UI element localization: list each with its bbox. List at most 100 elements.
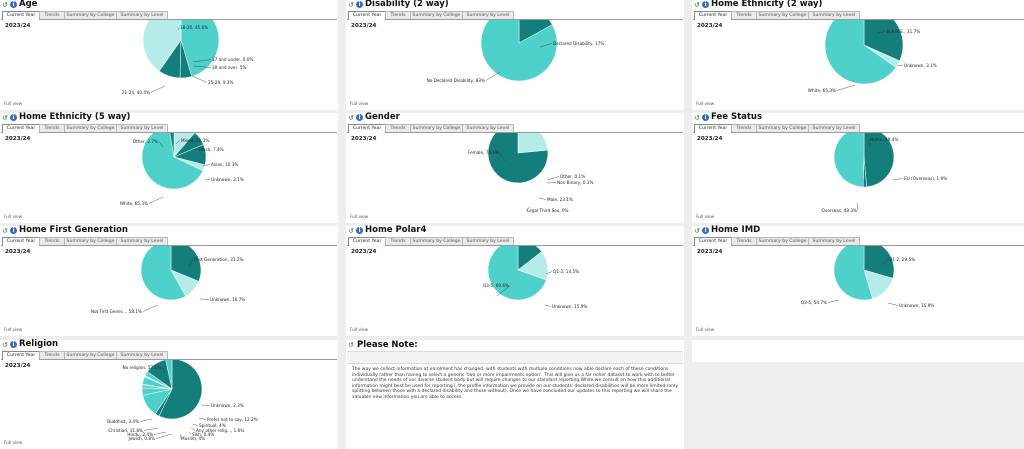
refresh-icon[interactable]: ↺ (2, 1, 8, 9)
tab-current-year[interactable]: Current Year (2, 237, 40, 246)
pie-slice[interactable] (170, 246, 202, 282)
tab-summary-by-college[interactable]: Summary by College (756, 237, 809, 245)
tab-summary-by-level[interactable]: Summary by Level (116, 124, 168, 132)
tab-summary-by-college[interactable]: Summary by College (64, 11, 117, 19)
full-view-link[interactable]: Full view (350, 327, 369, 332)
full-view-link[interactable]: Full view (350, 101, 369, 106)
tab-summary-by-college[interactable]: Summary by College (410, 11, 463, 19)
tab-summary-by-college[interactable]: Summary by College (410, 237, 463, 245)
pie-slice[interactable] (833, 133, 865, 188)
info-icon[interactable]: i (702, 1, 709, 8)
tab-current-year[interactable]: Current Year (2, 351, 40, 360)
tab-trends[interactable]: Trends (385, 124, 411, 132)
slice-label: Non Binary, 0.3% (557, 180, 593, 185)
tab-trends[interactable]: Trends (39, 351, 65, 359)
tab-trends[interactable]: Trends (39, 11, 65, 19)
refresh-icon[interactable]: ↺ (694, 227, 700, 235)
tab-summary-by-college[interactable]: Summary by College (64, 237, 117, 245)
chart-panel: ↺ i Religion Current Year Trends Summary by C… (0, 339, 338, 449)
info-icon[interactable]: i (10, 1, 17, 8)
pie-slice[interactable] (863, 20, 904, 62)
tab-current-year[interactable]: Current Year (694, 11, 732, 20)
pie-slice[interactable] (141, 133, 204, 190)
tab-current-year[interactable]: Current Year (2, 11, 40, 20)
pie-slice[interactable] (487, 246, 547, 301)
full-view-link[interactable]: Full view (4, 101, 23, 106)
tab-current-year[interactable]: Current Year (348, 124, 386, 133)
info-icon[interactable]: i (10, 341, 17, 348)
full-view-link[interactable]: Full view (4, 440, 23, 445)
tab-summary-by-level[interactable]: Summary by Level (116, 11, 168, 19)
pie-chart: Q1-2, 29.5% Unknown, 15.9% Q3-5, 54.7% (801, 246, 934, 308)
pie-slice[interactable] (863, 246, 895, 279)
pie-slice[interactable] (180, 20, 220, 77)
tab-summary-by-college[interactable]: Summary by College (64, 124, 117, 132)
tab-summary-by-level[interactable]: Summary by Level (462, 124, 514, 132)
tab-summary-by-college[interactable]: Summary by College (756, 124, 809, 132)
full-view-link[interactable]: Full view (696, 214, 715, 219)
chart-panel: ↺ i Home Ethnicity (2 way) Current Year Tren… (692, 0, 1024, 110)
pie-slice[interactable] (158, 360, 203, 420)
tab-summary-by-level[interactable]: Summary by Level (116, 237, 168, 245)
tab-trends[interactable]: Trends (731, 11, 757, 19)
pie-slice[interactable] (147, 360, 173, 390)
pie-slice[interactable] (487, 133, 549, 184)
refresh-icon[interactable]: ↺ (348, 114, 354, 122)
tab-summary-by-level[interactable]: Summary by Level (808, 124, 860, 132)
tab-summary-by-level[interactable]: Summary by Level (462, 11, 514, 19)
refresh-icon[interactable]: ↺ (694, 1, 700, 9)
pie-slice[interactable] (863, 133, 895, 188)
tab-trends[interactable]: Trends (385, 237, 411, 245)
tab-summary-by-level[interactable]: Summary by Level (808, 237, 860, 245)
info-icon[interactable]: i (10, 227, 17, 234)
tab-trends[interactable]: Trends (731, 124, 757, 132)
refresh-icon[interactable]: ↺ (2, 227, 8, 235)
chart-panel: ↺ i Home Ethnicity (5 way) Current Year Tren… (0, 112, 338, 223)
pie-slice[interactable] (824, 20, 897, 85)
full-view-link[interactable]: Full view (696, 327, 715, 332)
tab-trends[interactable]: Trends (731, 237, 757, 245)
full-view-link[interactable]: Full view (4, 214, 23, 219)
panel-header: ↺ i Home Ethnicity (5 way) (0, 112, 338, 124)
info-icon[interactable]: i (356, 227, 363, 234)
full-view-link[interactable]: Full view (4, 327, 23, 332)
refresh-icon[interactable]: ↺ (348, 227, 354, 235)
tab-trends[interactable]: Trends (39, 124, 65, 132)
slice-label: Other, 2.7% (133, 139, 158, 144)
info-icon[interactable]: i (10, 114, 17, 121)
pie-slice[interactable] (169, 133, 175, 158)
refresh-icon[interactable]: ↺ (694, 114, 700, 122)
refresh-icon[interactable]: ↺ (348, 1, 354, 9)
tab-current-year[interactable]: Current Year (2, 124, 40, 133)
tab-summary-by-college[interactable]: Summary by College (64, 351, 117, 359)
info-icon[interactable]: i (356, 114, 363, 121)
pie-slice[interactable] (140, 246, 186, 301)
tab-summary-by-level[interactable]: Summary by Level (462, 237, 514, 245)
refresh-icon[interactable]: ↺ (2, 114, 8, 122)
tab-summary-by-college[interactable]: Summary by College (410, 124, 463, 132)
refresh-icon[interactable]: ↺ (348, 341, 354, 349)
leader-line (546, 176, 560, 181)
tab-trends[interactable]: Trends (39, 237, 65, 245)
info-icon[interactable]: i (702, 114, 709, 121)
pie-slice[interactable] (833, 246, 873, 301)
refresh-icon[interactable]: ↺ (2, 341, 8, 349)
tab-current-year[interactable]: Current Year (694, 237, 732, 246)
leader-line (896, 65, 904, 67)
info-icon[interactable]: i (356, 1, 363, 8)
tab-current-year[interactable]: Current Year (348, 11, 386, 20)
tab-summary-by-level[interactable]: Summary by Level (808, 11, 860, 19)
tab-current-year[interactable]: Current Year (348, 237, 386, 246)
pie-slice[interactable] (517, 133, 549, 154)
panel-header: ↺ i Disability (2 way) (346, 0, 684, 11)
info-icon[interactable]: i (702, 227, 709, 234)
full-view-link[interactable]: Full view (696, 101, 715, 106)
pie-slice[interactable] (165, 360, 173, 390)
tab-summary-by-college[interactable]: Summary by College (756, 11, 809, 19)
tab-trends[interactable]: Trends (385, 11, 411, 19)
full-view-link[interactable]: Full view (350, 214, 369, 219)
tab-summary-by-level[interactable]: Summary by Level (116, 351, 168, 359)
tab-current-year[interactable]: Current Year (694, 124, 732, 133)
pie-slice[interactable] (480, 20, 558, 82)
pie-slice[interactable] (142, 20, 182, 72)
